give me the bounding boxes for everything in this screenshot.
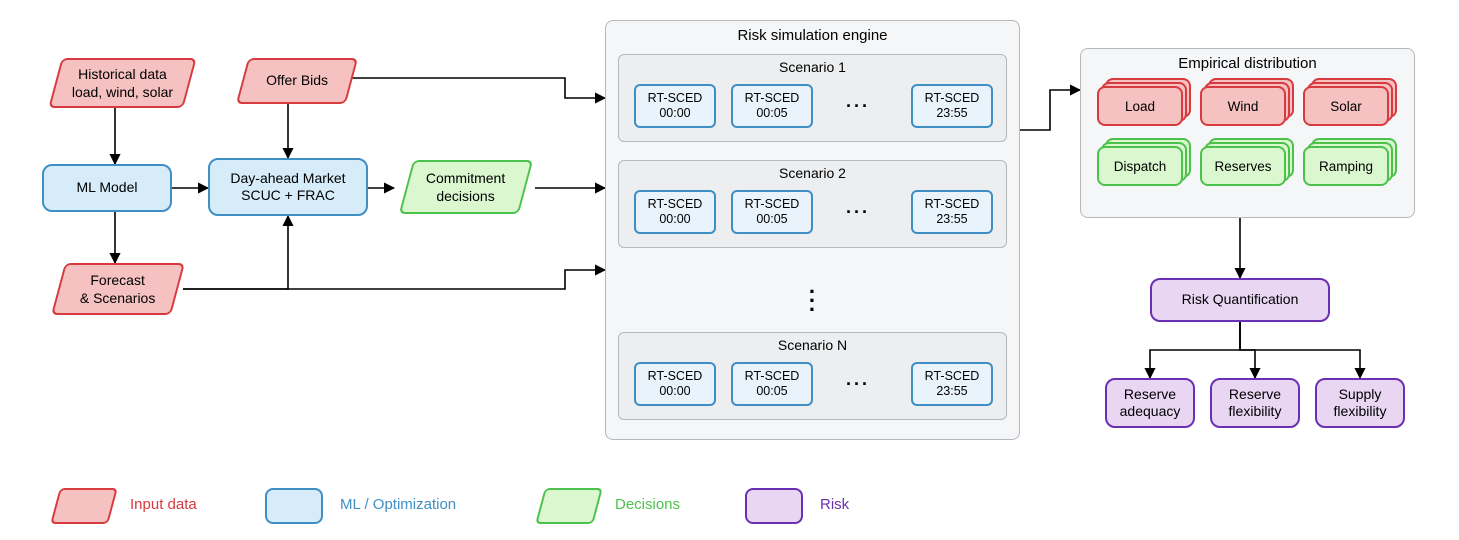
node-label-forecast: Forecast& Scenarios: [80, 272, 155, 307]
node-risk_quant: Risk Quantification: [1150, 278, 1330, 322]
node-offer_bids: Offer Bids: [236, 58, 358, 104]
flowchart-canvas: Historical dataload, wind, solar Offer Bi…: [0, 0, 1459, 540]
dist-card-label-4: Reserves: [1214, 159, 1271, 174]
legend-label-3: Risk: [820, 496, 849, 513]
legend-label-1: ML / Optimization: [340, 496, 456, 513]
node-label-offer_bids: Offer Bids: [266, 72, 328, 90]
node-label-reserve_adequacy: Reserveadequacy: [1120, 386, 1181, 421]
sced-label-2-1: RT-SCED00:05: [745, 369, 800, 399]
dist-card-3: Dispatch: [1097, 146, 1195, 198]
sced-label-1-0: RT-SCED00:00: [648, 197, 703, 227]
sced-label-2-0: RT-SCED00:00: [648, 369, 703, 399]
node-reserve_flex: Reserveflexibility: [1210, 378, 1300, 428]
edge: [183, 270, 605, 289]
sced-box-1-2: RT-SCED23:55: [911, 190, 993, 234]
sced-ellipsis-2: ···: [828, 372, 888, 396]
legend-shape-3: [745, 488, 803, 524]
dist-card-label-5: Ramping: [1319, 159, 1373, 174]
risk-panel-title: Risk simulation engine: [606, 27, 1019, 44]
legend-shape-0: [50, 488, 118, 524]
legend-shape-2: [535, 488, 603, 524]
sced-box-0-0: RT-SCED00:00: [634, 84, 716, 128]
dist-card-layer-0-2: Load: [1097, 86, 1183, 126]
dist-card-1: Wind: [1200, 86, 1298, 138]
legend-label-2: Decisions: [615, 496, 680, 513]
sced-label-1-2: RT-SCED23:55: [925, 197, 980, 227]
node-label-historical: Historical dataload, wind, solar: [72, 66, 173, 101]
sced-label-0-1: RT-SCED00:05: [745, 91, 800, 121]
edge: [1150, 322, 1240, 378]
node-label-commitment: Commitmentdecisions: [426, 170, 505, 205]
node-forecast: Forecast& Scenarios: [51, 263, 185, 315]
sced-box-1-1: RT-SCED00:05: [731, 190, 813, 234]
sced-box-0-2: RT-SCED23:55: [911, 84, 993, 128]
edge: [183, 216, 288, 289]
node-label-ml_model: ML Model: [77, 179, 138, 197]
dist-card-4: Reserves: [1200, 146, 1298, 198]
edge: [348, 78, 605, 98]
sced-box-2-0: RT-SCED00:00: [634, 362, 716, 406]
dist-card-layer-4-2: Reserves: [1200, 146, 1286, 186]
node-label-reserve_flex: Reserveflexibility: [1229, 386, 1282, 421]
legend-shape-1: [265, 488, 323, 524]
dist-card-layer-2-2: Solar: [1303, 86, 1389, 126]
dist-card-label-1: Wind: [1228, 99, 1259, 114]
sced-ellipsis-1: ···: [828, 200, 888, 224]
sced-box-2-2: RT-SCED23:55: [911, 362, 993, 406]
node-label-risk_quant: Risk Quantification: [1182, 291, 1299, 309]
sced-box-0-1: RT-SCED00:05: [731, 84, 813, 128]
dist-card-layer-1-2: Wind: [1200, 86, 1286, 126]
edge: [1020, 90, 1080, 130]
dist-card-label-2: Solar: [1330, 99, 1362, 114]
sced-label-0-0: RT-SCED00:00: [648, 91, 703, 121]
node-commitment: Commitmentdecisions: [399, 160, 533, 214]
dist-card-layer-5-2: Ramping: [1303, 146, 1389, 186]
scenario-title-2: Scenario N: [619, 337, 1006, 353]
node-label-da_market: Day-ahead MarketSCUC + FRAC: [230, 170, 345, 205]
dist-card-5: Ramping: [1303, 146, 1401, 198]
sced-ellipsis-0: ···: [828, 94, 888, 118]
dist-card-0: Load: [1097, 86, 1195, 138]
empirical-panel-title: Empirical distribution: [1081, 55, 1414, 72]
edge: [1240, 322, 1255, 378]
edge: [1240, 322, 1360, 378]
dist-card-label-0: Load: [1125, 99, 1155, 114]
scenario-title-1: Scenario 2: [619, 165, 1006, 181]
node-ml_model: ML Model: [42, 164, 172, 212]
node-historical: Historical dataload, wind, solar: [48, 58, 196, 108]
sced-box-1-0: RT-SCED00:00: [634, 190, 716, 234]
sced-label-2-2: RT-SCED23:55: [925, 369, 980, 399]
node-reserve_adequacy: Reserveadequacy: [1105, 378, 1195, 428]
node-supply_flex: Supplyflexibility: [1315, 378, 1405, 428]
scenario-title-0: Scenario 1: [619, 59, 1006, 75]
node-label-supply_flex: Supplyflexibility: [1334, 386, 1387, 421]
sced-box-2-1: RT-SCED00:05: [731, 362, 813, 406]
dist-card-layer-3-2: Dispatch: [1097, 146, 1183, 186]
dist-card-2: Solar: [1303, 86, 1401, 138]
legend-label-0: Input data: [130, 496, 197, 513]
sced-label-0-2: RT-SCED23:55: [925, 91, 980, 121]
scenario-vdots: ···: [803, 280, 823, 320]
dist-card-label-3: Dispatch: [1114, 159, 1167, 174]
node-da_market: Day-ahead MarketSCUC + FRAC: [208, 158, 368, 216]
sced-label-1-1: RT-SCED00:05: [745, 197, 800, 227]
